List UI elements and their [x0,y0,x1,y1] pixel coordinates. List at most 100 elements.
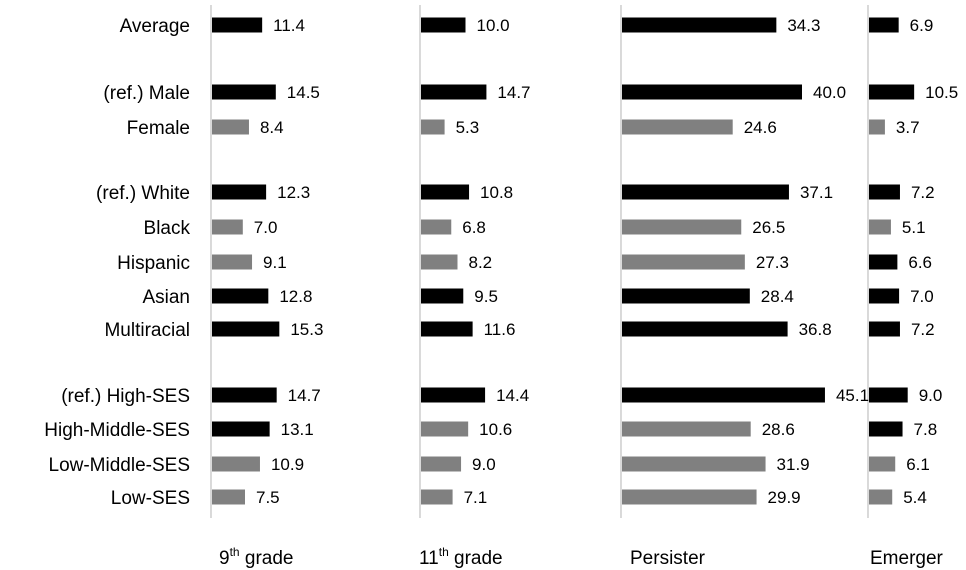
bar-11th-grade-ref-high-ses [421,387,486,403]
value-label-9th-grade-multiracial: 15.3 [290,320,323,339]
bar-persister-asian [622,288,750,304]
value-label-9th-grade-hispanic: 9.1 [263,253,287,272]
bar-9th-grade-ref-high-ses [212,387,277,403]
value-label-persister-low-ses: 29.9 [768,488,801,507]
value-label-11th-grade-ref-white: 10.8 [480,183,513,202]
bar-persister-hispanic [622,254,745,270]
row-label-low-ses: Low-SES [111,488,190,509]
bar-11th-grade-low-ses [421,489,453,505]
value-label-emerger-female: 3.7 [896,118,920,137]
panel-title-base: 9 [219,548,230,569]
value-label-11th-grade-average: 10.0 [477,16,510,35]
value-label-11th-grade-high-middle-ses: 10.6 [479,420,512,439]
bar-persister-black [622,219,742,235]
bar-9th-grade-female [212,119,249,135]
axis-lines [210,5,869,518]
value-label-emerger-ref-high-ses: 9.0 [919,386,943,405]
value-label-11th-grade-female: 5.3 [456,118,480,137]
value-label-persister-high-middle-ses: 28.6 [762,420,795,439]
panel-title-persister: Persister [630,548,706,569]
bar-persister-high-middle-ses [622,421,751,437]
value-label-emerger-black: 5.1 [902,218,926,237]
bar-9th-grade-hispanic [212,254,253,270]
panel-title-base: Emerger [870,548,944,569]
value-label-11th-grade-low-middle-ses: 9.0 [472,455,496,474]
bar-9th-grade-ref-white [212,184,267,200]
value-labels: 11.4 14.58.4 12.3 7.0 9.1 12.8 15.3 14.7 13.1 10.… [254,16,958,507]
bar-11th-grade-average [421,17,466,33]
value-label-9th-grade-low-ses: 7.5 [256,488,280,507]
panel-title-base: Persister [630,548,706,569]
bar-emerger-multiracial [869,321,900,337]
bar-9th-grade-multiracial [212,321,280,337]
value-label-persister-ref-high-ses: 45.1 [836,386,869,405]
row-label-black: Black [144,218,191,239]
row-label-asian: Asian [142,287,190,308]
bar-emerger-high-middle-ses [869,421,903,437]
bar-9th-grade-black [212,219,243,235]
bar-emerger-ref-white [869,184,900,200]
row-label-hispanic: Hispanic [117,253,190,274]
value-label-emerger-average: 6.9 [910,16,934,35]
value-label-persister-hispanic: 27.3 [756,253,789,272]
bar-emerger-average [869,17,899,33]
value-label-persister-black: 26.5 [752,218,785,237]
value-label-9th-grade-female: 8.4 [260,118,284,137]
row-label-high-middle-ses: High-Middle-SES [44,420,190,441]
bar-9th-grade-average [212,17,263,33]
panel-title-superscript: th [230,545,240,559]
row-label-ref-male: (ref.) Male [103,83,190,104]
value-label-persister-ref-male: 40.0 [813,83,846,102]
value-label-11th-grade-ref-male: 14.7 [497,83,530,102]
value-label-11th-grade-black: 6.8 [462,218,486,237]
row-label-ref-white: (ref.) White [96,183,190,204]
value-label-emerger-hispanic: 6.6 [908,253,932,272]
value-label-9th-grade-low-middle-ses: 10.9 [271,455,304,474]
value-label-9th-grade-asian: 12.8 [279,287,312,306]
value-label-11th-grade-multiracial: 11.6 [484,320,516,339]
value-label-persister-multiracial: 36.8 [799,320,832,339]
panel-titles: 9th grade 11th grade Persister Emerger [219,545,944,569]
bar-persister-average [622,17,777,33]
bar-emerger-hispanic [869,254,898,270]
bar-emerger-low-middle-ses [869,456,896,472]
bar-11th-grade-hispanic [421,254,458,270]
value-label-11th-grade-hispanic: 8.2 [468,253,492,272]
row-labels: Average (ref.) Male Female (ref.) White Blac… [44,16,190,509]
value-label-9th-grade-average: 11.4 [273,16,305,35]
bar-persister-ref-male [622,84,802,100]
value-label-emerger-low-middle-ses: 6.1 [906,455,930,474]
value-label-emerger-asian: 7.0 [910,287,934,306]
value-label-9th-grade-ref-white: 12.3 [277,183,310,202]
bar-persister-ref-white [622,184,789,200]
bar-persister-ref-high-ses [622,387,825,403]
bar-11th-grade-multiracial [421,321,473,337]
bar-9th-grade-low-ses [212,489,245,505]
bar-11th-grade-low-middle-ses [421,456,462,472]
value-label-emerger-high-middle-ses: 7.8 [914,420,938,439]
row-label-ref-high-ses: (ref.) High-SES [61,386,190,407]
bar-11th-grade-high-middle-ses [421,421,469,437]
bar-emerger-ref-male [869,84,915,100]
value-label-11th-grade-low-ses: 7.1 [464,488,488,507]
bar-9th-grade-low-middle-ses [212,456,260,472]
panel-title-emerger: Emerger [870,548,944,569]
panel-title-9th-grade: 9th grade [219,545,293,569]
value-label-emerger-multiracial: 7.2 [911,320,935,339]
bar-emerger-asian [869,288,900,304]
value-label-persister-ref-white: 37.1 [800,183,833,202]
row-label-low-middle-ses: Low-Middle-SES [49,455,191,476]
bar-11th-grade-female [421,119,445,135]
value-label-emerger-low-ses: 5.4 [903,488,927,507]
bar-11th-grade-ref-male [421,84,487,100]
value-label-persister-average: 34.3 [787,16,820,35]
value-label-9th-grade-ref-high-ses: 14.7 [288,386,321,405]
row-label-average: Average [120,16,190,37]
bar-persister-female [622,119,733,135]
panel-title-base: 11 [419,548,439,569]
value-label-9th-grade-high-middle-ses: 13.1 [281,420,314,439]
bar-9th-grade-high-middle-ses [212,421,270,437]
value-label-persister-asian: 28.4 [761,287,794,306]
value-label-persister-low-middle-ses: 31.9 [777,455,810,474]
